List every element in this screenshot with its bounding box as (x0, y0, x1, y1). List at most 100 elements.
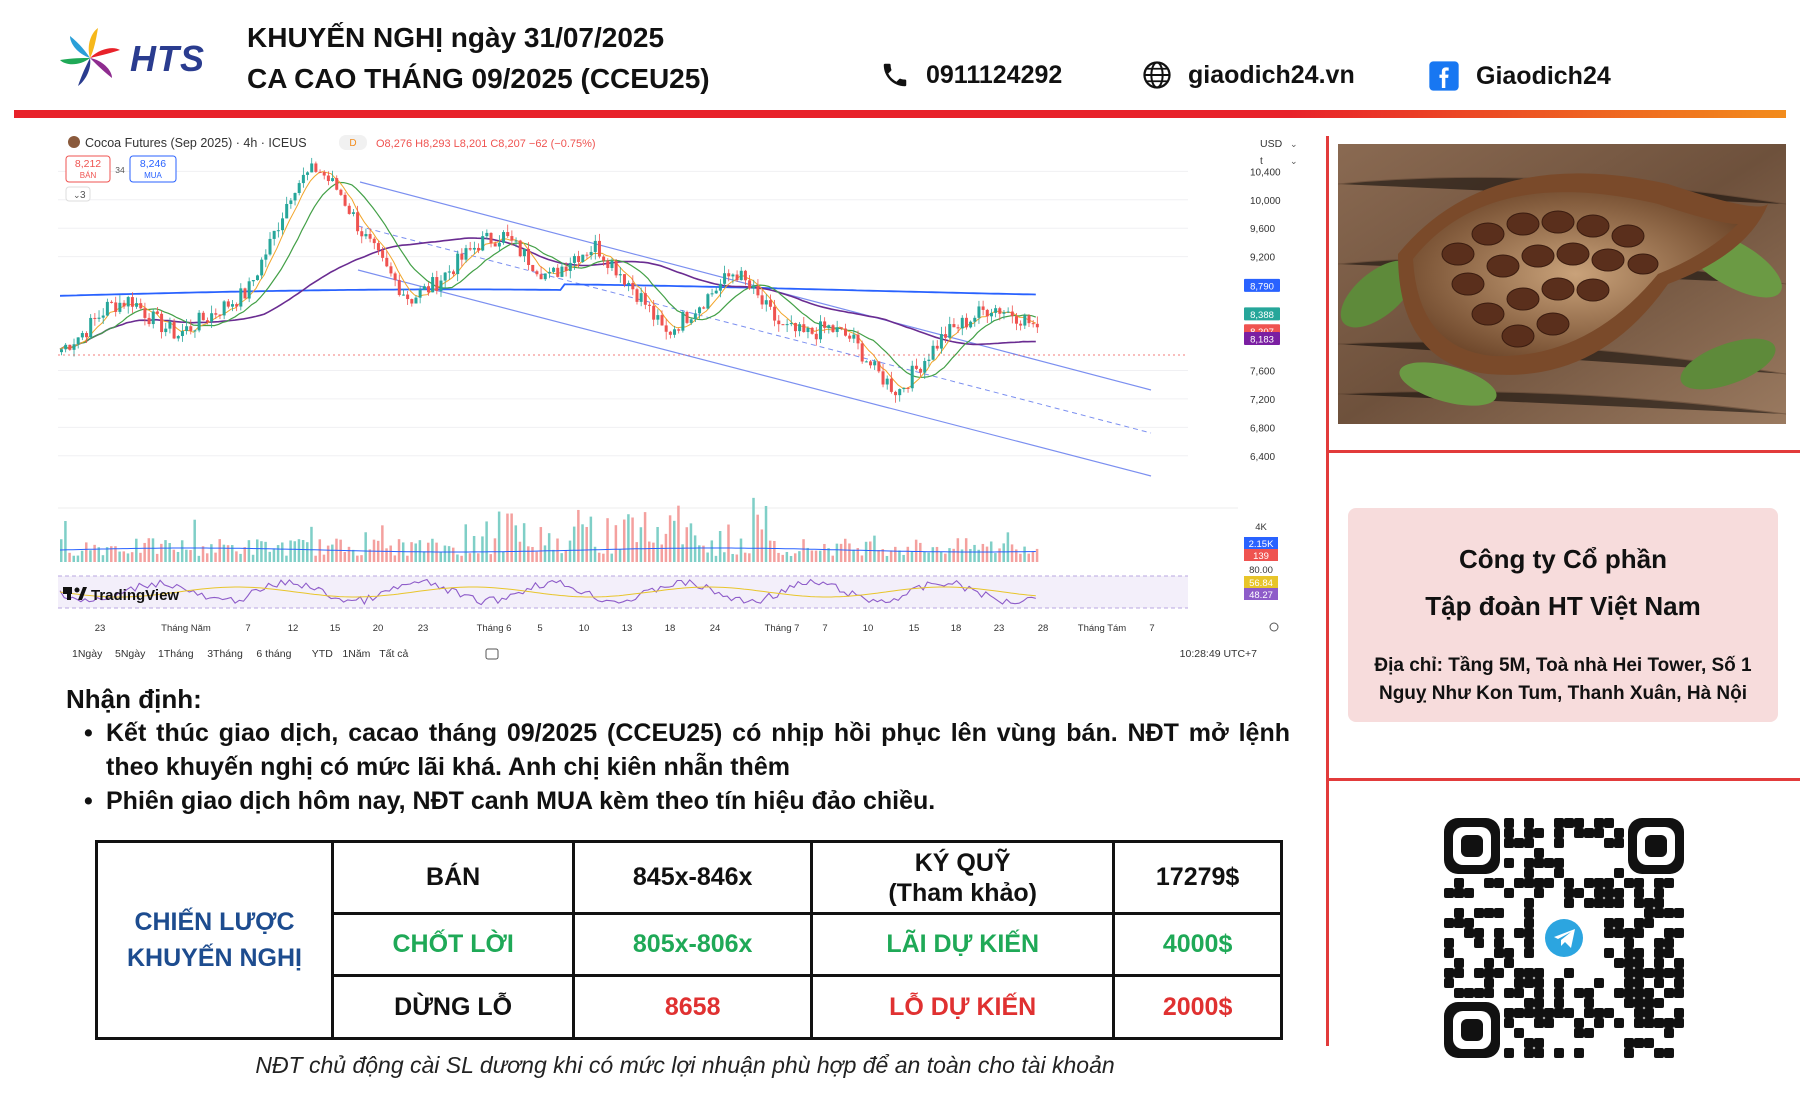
qr-module (1534, 888, 1544, 898)
candle-body (831, 325, 835, 332)
candle-body (151, 311, 155, 325)
candle-body (994, 308, 998, 313)
brand-name: HTS (130, 38, 205, 79)
candle-body (372, 238, 376, 244)
chart-grid (58, 170, 1188, 457)
range-button[interactable]: 1Ngày (72, 648, 103, 660)
currency-label[interactable]: USD (1260, 138, 1283, 150)
volume-bar (706, 552, 709, 562)
qr-module (1644, 908, 1654, 918)
volume-bar (214, 552, 217, 562)
volume-bar (948, 548, 951, 562)
volume-bar (439, 552, 442, 562)
qr-module (1554, 858, 1564, 868)
volume-bar (577, 509, 580, 562)
facebook-contact[interactable]: Giaodich24 (1428, 60, 1611, 92)
sell-button[interactable] (65, 155, 111, 183)
candle-body (756, 285, 760, 296)
qr-module (1624, 948, 1634, 958)
ma-20-line (59, 181, 1036, 378)
qr-module (1504, 958, 1514, 968)
qr-module (1484, 908, 1494, 918)
volume-bar (447, 546, 451, 562)
candle-body (581, 254, 585, 262)
volume-bar (614, 525, 618, 562)
qr-module (1594, 888, 1604, 898)
phone-contact[interactable]: 0911124292 (880, 60, 1062, 90)
candle-body (256, 275, 259, 281)
buy-button[interactable] (129, 155, 177, 183)
candle-body (673, 329, 677, 335)
candle-body (864, 361, 868, 363)
candle-body (944, 334, 948, 338)
qr-module (1554, 978, 1564, 988)
strategy-label-line1: CHIẾN LƯỢC (134, 908, 295, 936)
range-button[interactable]: 6 tháng (256, 648, 291, 660)
price-chart[interactable]: Cocoa Futures (Sep 2025) · 4h · ICEUS D … (58, 130, 1303, 670)
qr-module (1644, 1038, 1654, 1048)
right-section-divider-1 (1326, 450, 1800, 453)
volume-bar (981, 543, 985, 562)
volume-bar (823, 543, 826, 562)
time-tick-label: Tháng Tám (1078, 623, 1126, 634)
candle-body (685, 311, 689, 323)
candle-body (718, 283, 722, 291)
candle-body (452, 271, 455, 275)
indicator-toggle[interactable] (65, 186, 91, 202)
range-button[interactable]: YTD (312, 648, 333, 660)
calendar-icon[interactable] (485, 648, 499, 660)
range-button[interactable]: 5Ngày (115, 648, 146, 660)
volume-bar (714, 555, 718, 562)
time-tick-label: 23 (95, 623, 106, 634)
candle-body (110, 301, 114, 303)
volume-bars (60, 497, 1039, 562)
volume-bar (89, 550, 92, 562)
volume-bar (698, 545, 701, 562)
volume-bar (531, 546, 534, 562)
volume-label-text: 4K (1255, 522, 1267, 533)
volume-label-text: 139 (1253, 551, 1269, 562)
qr-module (1604, 818, 1614, 828)
candle-body (393, 273, 397, 281)
qr-module (1554, 868, 1564, 878)
range-button[interactable]: Tất cả (379, 648, 408, 660)
settings-gear-icon[interactable] (1269, 622, 1279, 632)
candle-body (531, 264, 535, 272)
volume-bar (994, 553, 997, 562)
volume-bar (627, 514, 630, 562)
stop-loss-price: 8658 (572, 974, 814, 1040)
candle-body (214, 313, 218, 315)
candle-body (1002, 312, 1006, 314)
volume-bar (635, 542, 638, 562)
candle-body (914, 365, 918, 369)
qr-module (1634, 918, 1644, 928)
candle-body (360, 231, 364, 237)
range-button[interactable]: 1Năm (342, 648, 370, 660)
range-button[interactable]: 1Tháng (158, 648, 194, 660)
candle-body (577, 256, 581, 262)
volume-bar (306, 542, 309, 562)
entry-price: 845x-846x (572, 840, 814, 915)
qr-module (1524, 818, 1534, 828)
qr-module (1674, 988, 1684, 998)
candle-body (297, 183, 301, 194)
volume-bar (247, 540, 251, 562)
candle-body (493, 243, 497, 247)
qr-module (1614, 928, 1624, 938)
qr-module (1604, 878, 1614, 888)
tradingview-chart[interactable]: Cocoa Futures (Sep 2025) · 4h · ICEUS D … (58, 130, 1303, 670)
volume-bar (806, 547, 809, 562)
qr-module (1454, 878, 1464, 888)
qr-module (1664, 878, 1674, 888)
right-column-divider (1326, 136, 1329, 1046)
qr-module (1514, 988, 1524, 998)
candle-body (1010, 311, 1014, 317)
qr-module (1584, 1028, 1594, 1038)
range-buttons[interactable]: 1Ngày 5Ngày 1Tháng 3Tháng 6 tháng YTD 1Năm Tất … (72, 648, 409, 660)
candle-body (639, 293, 643, 302)
telegram-qr-code[interactable] (1444, 818, 1684, 1058)
range-button[interactable]: 3Tháng (207, 648, 243, 660)
candle-body (522, 248, 526, 257)
website-contact[interactable]: giaodich24.vn (1142, 60, 1355, 90)
time-tick-label: Tháng 6 (477, 623, 512, 634)
